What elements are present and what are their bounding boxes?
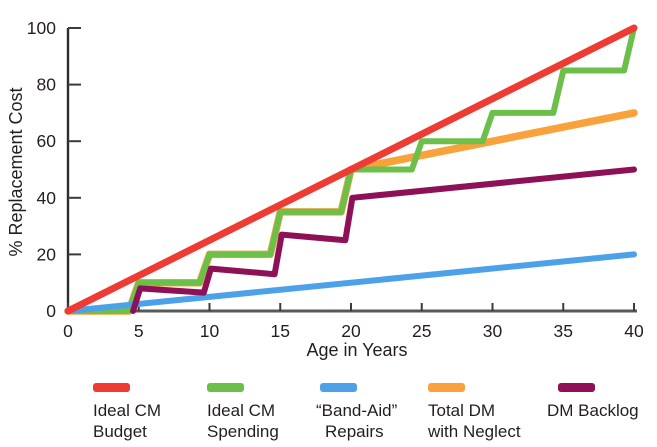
legend-label-line: Spending — [207, 422, 279, 441]
x-tick-label: 5 — [134, 321, 144, 341]
legend-label-line: Ideal CM — [93, 401, 162, 420]
legend-label-line: Total DM — [428, 401, 496, 420]
x-tick-label: 35 — [554, 321, 573, 341]
y-tick-label: 60 — [37, 131, 57, 151]
y-tick-label: 20 — [37, 244, 57, 264]
legend-label-dm-backlog: DM Backlog — [547, 400, 639, 421]
legend-swatch-blue — [320, 383, 357, 392]
x-axis-title: Age in Years — [306, 340, 407, 360]
y-tick-label: 100 — [27, 18, 56, 38]
series-line-dm-backlog — [130, 166, 637, 314]
x-tick-label: 20 — [341, 321, 361, 341]
y-tick-label: 80 — [37, 75, 57, 95]
legend-swatch-orange — [428, 383, 465, 392]
legend-label-line: DM Backlog — [547, 401, 639, 420]
x-tick-label: 30 — [483, 321, 503, 341]
y-axis-title: % Replacement Cost — [6, 87, 26, 256]
legend-item-dm-backlog: DM Backlog — [547, 383, 639, 421]
legend-swatch-green — [207, 383, 244, 392]
axes-group: 0 5 10 15 20 25 30 35 40 0 20 40 60 80 100 — [27, 18, 644, 341]
legend-label-line: Repairs — [325, 422, 384, 441]
series-line-ideal-cm-budget — [64, 24, 638, 315]
legend-swatch-red — [93, 383, 130, 392]
x-tick-label: 10 — [200, 321, 220, 341]
legend-label-band-aid-repairs: “Band-Aid” Repairs — [316, 400, 397, 442]
legend-label-ideal-cm-budget: Ideal CM Budget — [93, 400, 161, 442]
legend-item-ideal-cm-spending: Ideal CM Spending — [207, 383, 279, 442]
legend-label-total-dm-with-neglect: Total DM with Neglect — [428, 400, 521, 442]
legend-item-band-aid-repairs: “Band-Aid” Repairs — [316, 383, 397, 442]
y-tick-label: 40 — [37, 188, 57, 208]
legend-label-line: with Neglect — [428, 422, 521, 441]
line-chart: 0 5 10 15 20 25 30 35 40 0 20 40 60 80 100 Age in Year… — [6, 18, 644, 360]
legend-item-ideal-cm-budget: Ideal CM Budget — [93, 383, 161, 442]
x-tick-label: 0 — [63, 321, 73, 341]
y-tick-label: 0 — [46, 301, 56, 321]
legend-label-line: “Band-Aid” — [316, 401, 398, 420]
legend-item-total-dm-with-neglect: Total DM with Neglect — [428, 383, 521, 442]
x-tick-label: 25 — [412, 321, 431, 341]
series-group — [64, 24, 638, 315]
legend-label-line: Budget — [93, 422, 147, 441]
series-line-band-aid-repairs — [65, 251, 637, 314]
legend-label-ideal-cm-spending: Ideal CM Spending — [207, 400, 279, 442]
x-tick-label: 40 — [624, 321, 644, 341]
x-tick-label: 15 — [271, 321, 290, 341]
legend-swatch-purple — [558, 383, 595, 392]
legend-label-line: Ideal CM — [207, 401, 276, 420]
